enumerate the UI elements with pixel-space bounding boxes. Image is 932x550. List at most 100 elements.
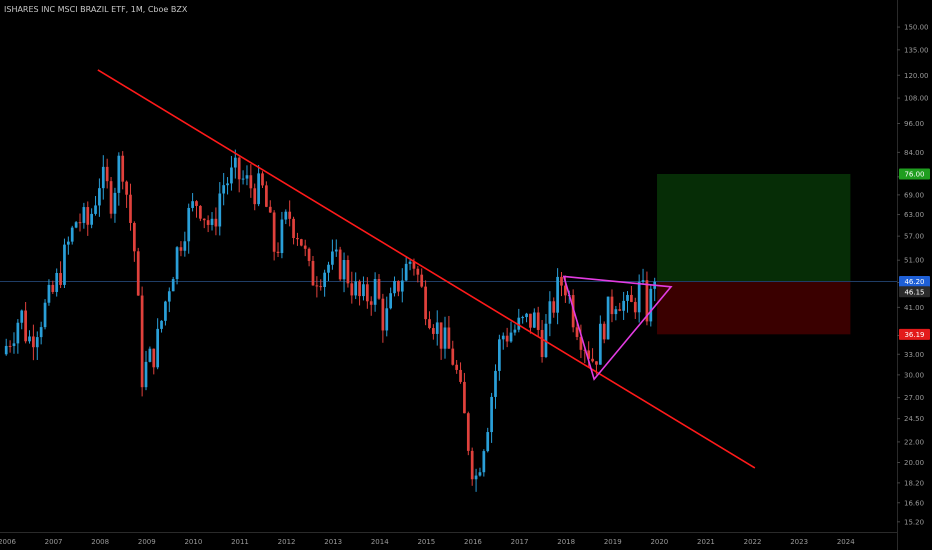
candle-body [552, 301, 556, 313]
candle-body [299, 239, 303, 246]
candle-body [412, 261, 416, 269]
y-tick-label: 27.00 [904, 394, 924, 402]
candle-body [575, 327, 579, 337]
x-tick-label: 2013 [324, 538, 342, 546]
candle-body [560, 276, 563, 286]
candle-body [490, 396, 493, 433]
candle-body [218, 193, 222, 227]
y-tick-label: 63.00 [904, 211, 924, 219]
candle-body [373, 278, 377, 305]
candle-body [626, 294, 629, 301]
candle-body [602, 323, 606, 340]
candle-body [113, 192, 117, 214]
candle-body [121, 155, 125, 182]
candle-body [649, 288, 653, 322]
candle-body [214, 218, 218, 227]
candle-body [385, 308, 389, 331]
candle-body [24, 310, 27, 342]
x-tick-label: 2017 [511, 538, 529, 546]
candle-body [43, 302, 47, 328]
x-tick-label: 2010 [184, 538, 202, 546]
y-tick-label: 51.00 [904, 257, 924, 265]
candle-body [323, 272, 326, 287]
candle-body [338, 249, 342, 280]
x-tick-label: 2021 [697, 538, 715, 546]
x-tick-label: 2007 [45, 538, 63, 546]
candle-body [606, 296, 610, 340]
candle-body [187, 207, 191, 242]
candle-body [544, 323, 548, 358]
candle-body [579, 336, 583, 350]
x-tick-label: 2009 [138, 538, 156, 546]
candle-body [591, 358, 594, 362]
candle-body [571, 295, 575, 328]
candle-body [292, 218, 295, 239]
y-tick-label: 135.00 [904, 46, 929, 54]
candle-body [435, 322, 439, 334]
position-zones [657, 173, 851, 335]
candle-body [129, 194, 132, 223]
candle-body [195, 201, 198, 206]
candle-body [105, 166, 109, 182]
stop-zone [657, 281, 851, 335]
candle-body [202, 218, 206, 221]
candle-body [532, 312, 536, 328]
candle-body [237, 157, 241, 180]
candle-body [35, 337, 39, 348]
candle-body [32, 336, 35, 348]
candle-body [540, 329, 544, 358]
y-tick-label: 41.00 [904, 304, 924, 312]
candle-body [164, 301, 167, 321]
candle-body [447, 327, 451, 349]
candle-body [315, 285, 319, 287]
candle-body [358, 281, 361, 297]
candle-body [167, 291, 171, 302]
y-tick-label: 120.00 [904, 72, 929, 80]
candle-body [494, 370, 497, 397]
candle-body [459, 369, 462, 382]
candle-body [618, 309, 622, 311]
price-badge-label: 36.19 [904, 331, 924, 339]
candle-body [365, 284, 369, 302]
candle-body [393, 280, 396, 294]
candle-body [319, 286, 323, 288]
candle-body [39, 327, 43, 338]
candle-body [47, 284, 51, 303]
x-tick-label: 2016 [464, 538, 482, 546]
candle-body [28, 336, 31, 342]
candle-body [505, 335, 509, 342]
candle-body [350, 283, 354, 296]
drawings [97, 69, 756, 469]
candle-body [51, 284, 55, 292]
candle-body [455, 364, 459, 370]
candle-body [428, 319, 431, 329]
candle-body [117, 155, 121, 193]
candle-body [362, 284, 365, 297]
candle-body [408, 261, 412, 264]
candle-body [346, 260, 350, 284]
y-tick-label: 20.00 [904, 459, 924, 467]
candle-body [463, 381, 466, 414]
x-tick-label: 2008 [91, 538, 109, 546]
candle-body [101, 166, 105, 189]
candle-body [265, 185, 268, 207]
candle-body [183, 241, 187, 251]
candle-body [272, 212, 276, 252]
candle-body [645, 280, 649, 322]
y-tick-label: 57.00 [904, 233, 924, 241]
candle-body [144, 361, 148, 388]
candle-body [160, 320, 163, 329]
x-tick-label: 2015 [417, 538, 435, 546]
y-tick-label: 16.60 [904, 499, 924, 507]
y-tick-label: 33.00 [904, 351, 924, 359]
candle-body [179, 247, 183, 251]
candle-body [191, 201, 194, 208]
candle-body [400, 280, 404, 292]
candle-body [156, 328, 160, 368]
candle-body [564, 285, 567, 296]
candle-body [517, 317, 521, 330]
x-axis-ticks: 2006 2007 2008 2009 2010 2011 2012 2013 2014 2015… [0, 538, 855, 546]
x-tick-label: 2020 [650, 538, 668, 546]
candle-body [342, 260, 346, 280]
